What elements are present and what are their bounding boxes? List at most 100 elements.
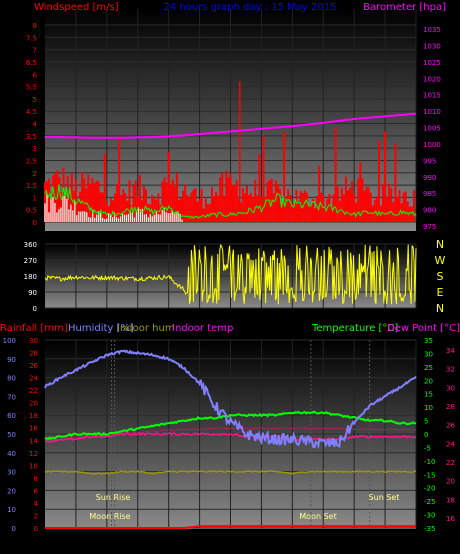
baro-tick-label: 990 bbox=[423, 174, 436, 182]
baro-tick-label: 1000 bbox=[423, 141, 441, 149]
wind-tick-label: 1.5 bbox=[26, 182, 37, 190]
humidity-tick-label: 40 bbox=[7, 450, 16, 458]
temp-tick-label: 0 bbox=[424, 431, 428, 439]
wind-tick-label: 0 bbox=[33, 219, 37, 227]
indoor-temp-tick-label: 16 bbox=[446, 515, 455, 523]
grid-top bbox=[45, 9, 417, 223]
hour-tick-label: 16 bbox=[287, 232, 297, 241]
dew-point-label: Dew Point [°C] bbox=[387, 323, 460, 334]
rain-tick-label: 20 bbox=[29, 400, 38, 408]
dir-tick-label: 270 bbox=[24, 257, 37, 265]
compass-label: N bbox=[436, 302, 444, 315]
baro-tick-label: 1030 bbox=[423, 42, 441, 50]
wind-tick-label: 2 bbox=[33, 170, 37, 178]
temp-tick-label: 20 bbox=[424, 377, 433, 385]
dir-tick-label: 360 bbox=[24, 241, 37, 249]
rainfall-label: Rainfall [mm] bbox=[0, 323, 68, 334]
compass-label: W bbox=[435, 254, 446, 267]
wind-tick-label: 3 bbox=[33, 145, 37, 153]
humidity-tick-label: 60 bbox=[7, 412, 16, 420]
indoor-temp-tick-label: 28 bbox=[446, 403, 455, 411]
hour-tick-label: 20 bbox=[349, 314, 359, 323]
humidity-label: Humidity [%] bbox=[68, 323, 134, 334]
rain-tick-label: 2 bbox=[34, 512, 38, 520]
humidity-tick-label: 0 bbox=[12, 525, 16, 533]
baro-tick-label: 995 bbox=[423, 157, 436, 165]
hour-tick-label: 06 bbox=[133, 314, 143, 323]
rain-tick-label: 22 bbox=[29, 387, 38, 395]
hour-tick-label: 08 bbox=[164, 232, 174, 241]
temp-tick-label: -35 bbox=[424, 525, 435, 533]
temperature-label: Temperature [°C] bbox=[311, 323, 398, 334]
humidity-tick-label: 70 bbox=[7, 393, 16, 401]
temp-tick-label: 35 bbox=[424, 337, 433, 345]
rainfall-line bbox=[45, 525, 416, 529]
wind-tick-label: 2.5 bbox=[26, 157, 37, 165]
baro-tick-label: 1010 bbox=[423, 108, 441, 116]
wind-tick-label: 4 bbox=[33, 121, 38, 129]
humidity-tick-label: 80 bbox=[7, 375, 16, 383]
baro-tick-label: 975 bbox=[423, 223, 436, 231]
temp-tick-label: 5 bbox=[424, 418, 428, 426]
hour-tick-label: 12 bbox=[225, 314, 235, 323]
wind-tick-label: 4.5 bbox=[26, 108, 37, 116]
humidity-line bbox=[44, 349, 417, 450]
temp-tick-label: 10 bbox=[424, 404, 433, 412]
hour-tick-label: 06 bbox=[133, 538, 143, 547]
hour-tick-label: 02 bbox=[71, 232, 81, 241]
temp-tick-label: -5 bbox=[424, 444, 431, 452]
hour-tick-label: 16 bbox=[287, 538, 297, 547]
avg-wind-line bbox=[44, 184, 417, 219]
wind-tick-label: 3.5 bbox=[26, 133, 37, 141]
axis-ticks-bottom: 0102030405060708090100024681012141618202… bbox=[3, 337, 456, 547]
rain-tick-label: 8 bbox=[34, 475, 38, 483]
axis-ticks-top: 0 0.5 1 1.5 2 2.5 3 3.5 4 4.5 5 5.5 6 6.5 7 7.5 8 975 980 9… bbox=[26, 22, 441, 241]
wind-tick-label: 1 bbox=[33, 194, 37, 202]
barometer-label: Barometer [hpa] bbox=[363, 2, 446, 13]
compass-label: N bbox=[436, 238, 444, 251]
dir-tick-label: 90 bbox=[28, 289, 37, 297]
wind-tick-label: 7 bbox=[33, 47, 37, 55]
hour-tick-label: 14 bbox=[256, 538, 266, 547]
hour-tick-label: 02 bbox=[71, 314, 81, 323]
rain-tick-label: 6 bbox=[34, 487, 39, 495]
rain-tick-label: 24 bbox=[29, 375, 38, 383]
baro-tick-label: 1025 bbox=[423, 59, 441, 67]
wind-tick-label: 6 bbox=[33, 71, 38, 79]
rain-tick-label: 14 bbox=[29, 437, 38, 445]
rain-tick-label: 26 bbox=[29, 362, 38, 370]
hour-tick-label: 20 bbox=[349, 232, 359, 241]
hour-tick-label: 08 bbox=[164, 314, 174, 323]
hour-tick-label: 12 bbox=[225, 232, 235, 241]
indoor-temp-tick-label: 22 bbox=[446, 459, 455, 467]
barometer-line bbox=[45, 112, 417, 139]
hour-tick-label: 06 bbox=[133, 232, 143, 241]
hour-tick-label: 04 bbox=[102, 232, 112, 241]
moon-rise-label: Moon Rise bbox=[89, 512, 130, 521]
humidity-tick-label: 50 bbox=[7, 431, 16, 439]
baro-tick-label: 1005 bbox=[423, 125, 441, 133]
hour-tick-label: 10 bbox=[194, 232, 204, 241]
hour-tick-label: 12 bbox=[225, 538, 235, 547]
hour-tick-label: 14 bbox=[256, 314, 266, 323]
rain-tick-label: 4 bbox=[34, 500, 39, 508]
rain-tick-label: 12 bbox=[29, 450, 38, 458]
hour-tick-label: 18 bbox=[318, 538, 328, 547]
compass-label: S bbox=[437, 270, 444, 283]
indoor-hum-label: Indoor hum bbox=[117, 323, 175, 334]
indoor-temp-tick-label: 26 bbox=[446, 422, 455, 430]
indoor-temp-tick-label: 30 bbox=[446, 384, 455, 392]
rain-tick-label: 0 bbox=[34, 525, 38, 533]
windspeed-label: Windspeed [m/s] bbox=[34, 2, 119, 13]
baro-tick-label: 1015 bbox=[423, 92, 441, 100]
hour-tick-label: 00 bbox=[411, 314, 421, 323]
sun-rise-label: Sun Rise bbox=[96, 493, 131, 502]
hour-tick-label: 04 bbox=[102, 314, 112, 323]
rain-tick-label: 28 bbox=[29, 350, 38, 358]
hour-tick-label: 10 bbox=[194, 538, 204, 547]
wind-tick-label: 5.5 bbox=[26, 84, 37, 92]
indoor-temp-tick-label: 18 bbox=[446, 496, 455, 504]
dir-tick-label: 0 bbox=[33, 305, 37, 313]
wind-direction-line bbox=[44, 243, 417, 305]
